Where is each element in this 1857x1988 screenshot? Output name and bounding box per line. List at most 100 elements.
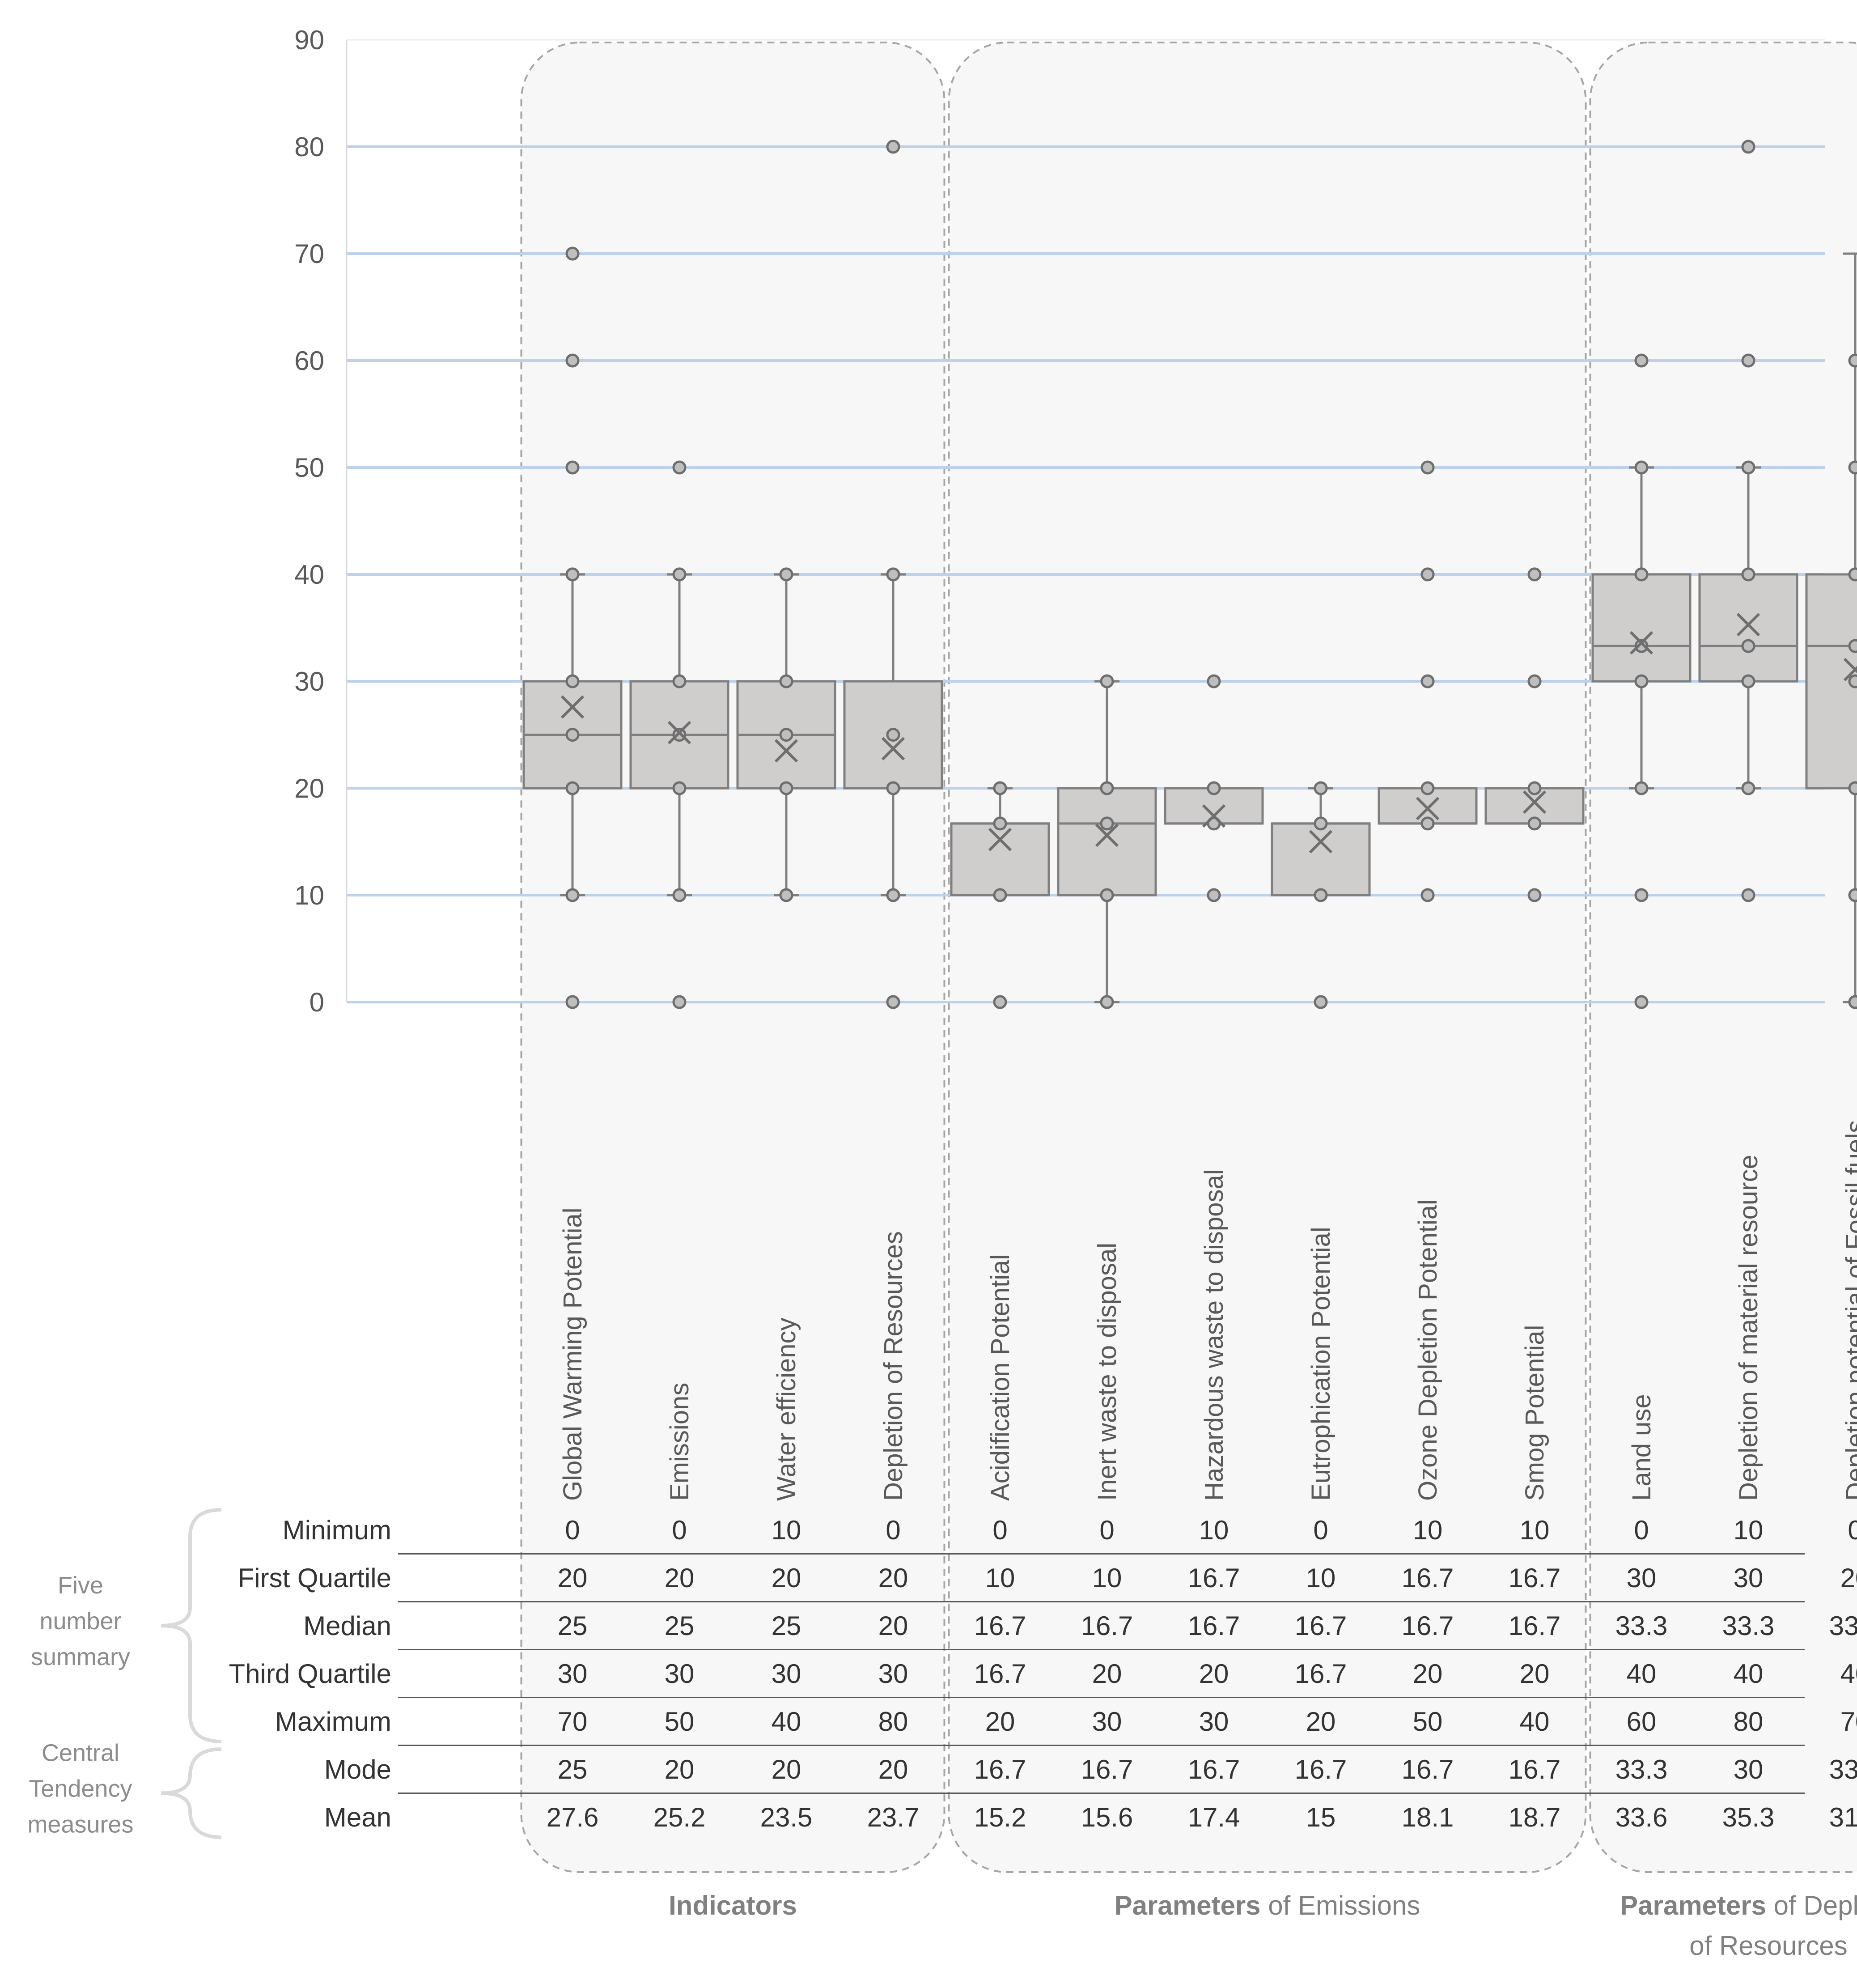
data-point <box>1207 781 1221 795</box>
group-panels <box>520 42 1857 1873</box>
table-cell: 16.7 <box>974 1611 1026 1641</box>
data-point <box>1848 995 1857 1009</box>
table-cell: 25 <box>772 1611 801 1641</box>
data-point <box>672 995 687 1009</box>
table-cell: 0 <box>672 1515 687 1545</box>
data-point <box>672 888 687 902</box>
table-cell: 16.7 <box>974 1659 1026 1689</box>
table-cell: 33.6 <box>1615 1802 1668 1832</box>
group-titles: Indicators Parameters of Emissions Paramet… <box>669 1890 1857 1961</box>
table-cell: 0 <box>565 1515 580 1545</box>
category-labels: Global Warming Potential Emissions Water e… <box>558 1120 1857 1501</box>
box-2 <box>629 460 729 1009</box>
mean-marker-stroke <box>560 695 585 719</box>
table-cell: 25 <box>558 1754 588 1784</box>
data-point <box>672 460 687 475</box>
table-cell: 30 <box>1627 1563 1657 1593</box>
box-5 <box>950 781 1050 1009</box>
data-point <box>1741 639 1755 653</box>
plot-area <box>522 140 1857 1009</box>
table-cell: 10 <box>1734 1515 1764 1545</box>
data-point <box>1848 353 1857 368</box>
data-point <box>565 995 580 1009</box>
mean-marker <box>774 739 798 763</box>
data-point <box>1527 674 1542 688</box>
data-point <box>1420 567 1435 582</box>
data-point <box>886 728 900 742</box>
mean-marker-stroke <box>881 737 905 760</box>
data-point <box>1634 674 1649 688</box>
table-cell: 70 <box>558 1707 588 1737</box>
data-point <box>565 567 580 582</box>
data-point <box>886 567 900 582</box>
table-cell: 23.7 <box>867 1802 920 1832</box>
group-title-1: Indicators <box>669 1890 797 1920</box>
y-tick-label: 20 <box>294 773 324 803</box>
category-label: Depletion potential of Fossil fuels <box>1841 1120 1857 1501</box>
box-9 <box>1378 460 1478 902</box>
y-tick-label: 0 <box>310 987 324 1017</box>
data-point <box>1634 460 1649 475</box>
box-rect <box>1698 573 1798 683</box>
table-cell: 16.7 <box>1402 1611 1454 1641</box>
y-tick-label: 10 <box>294 880 324 910</box>
table-cell: 18.1 <box>1402 1802 1454 1832</box>
table-cell: 35.3 <box>1722 1802 1775 1832</box>
category-label: Hazardous waste to disposal <box>1200 1169 1229 1501</box>
data-point <box>1100 888 1114 902</box>
data-point <box>779 567 793 582</box>
group-title-rest: of Emissions <box>1261 1890 1420 1920</box>
mean-marker <box>1736 613 1760 637</box>
category-label: Depletion of Resources <box>879 1231 908 1501</box>
mean-marker-stroke <box>1736 613 1760 637</box>
table-cell: 30 <box>665 1659 695 1689</box>
category-label: Emissions <box>665 1383 694 1501</box>
table-cell: 10 <box>1092 1563 1122 1593</box>
data-point <box>1848 639 1857 653</box>
data-point <box>1100 816 1114 831</box>
data-point <box>1741 140 1755 154</box>
table-cell: 18.7 <box>1509 1802 1561 1832</box>
data-point <box>779 888 793 902</box>
category-label: Depletion of material resource <box>1734 1155 1763 1501</box>
mean-marker <box>1843 658 1857 681</box>
mean-marker-stroke <box>774 739 798 763</box>
curly-brace-2 <box>161 1747 222 1839</box>
data-point <box>1527 781 1542 795</box>
mean-marker-stroke <box>1522 790 1547 814</box>
mean-marker <box>1629 631 1653 655</box>
table-cell: 16.7 <box>1402 1563 1454 1593</box>
table-cell: 20 <box>772 1563 801 1593</box>
data-point <box>1634 888 1649 902</box>
table-cell: 25.2 <box>653 1802 706 1832</box>
table-cell: 33.3 <box>1615 1754 1668 1784</box>
mean-marker-stroke <box>988 828 1012 851</box>
side-label: Five <box>58 1572 103 1599</box>
mean-marker <box>667 721 691 744</box>
category-label: Ozone Depletion Potential <box>1413 1199 1442 1501</box>
data-point <box>1527 567 1542 582</box>
table-cell: 20 <box>878 1611 908 1641</box>
mean-marker-stroke <box>1202 804 1226 828</box>
table-cell: 23.5 <box>760 1802 813 1832</box>
table-cell: 33.3 <box>1615 1611 1668 1641</box>
table-cell: 16.7 <box>1188 1563 1240 1593</box>
table-cell: 20 <box>1199 1659 1229 1689</box>
data-point <box>993 995 1007 1009</box>
data-point <box>993 816 1007 831</box>
table-cell: 30 <box>772 1659 801 1689</box>
row-label: Mean <box>324 1802 391 1832</box>
category-label: Water efficiency <box>772 1318 801 1501</box>
category-label: Acidification Potential <box>986 1254 1015 1501</box>
data-point <box>1420 460 1435 475</box>
data-point <box>1848 460 1857 475</box>
category-label: Land use <box>1627 1394 1656 1501</box>
data-point <box>1848 567 1857 582</box>
table-cell: 16.7 <box>1509 1754 1561 1784</box>
table-cell: 20 <box>1306 1707 1336 1737</box>
data-point <box>993 888 1007 902</box>
table-cell: 0 <box>1634 1515 1649 1545</box>
table-cell: 30 <box>1734 1563 1764 1593</box>
row-label: Maximum <box>275 1707 391 1737</box>
mean-marker <box>560 695 585 719</box>
